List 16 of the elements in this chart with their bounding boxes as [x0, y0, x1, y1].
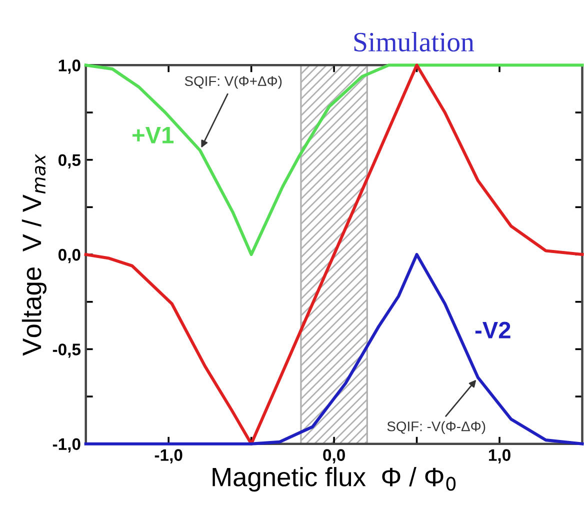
x-tick-label: 0,0	[323, 449, 345, 464]
x-tick-label: -1,0	[154, 449, 182, 464]
chart-title: Simulation	[354, 32, 474, 52]
y-tick-label: 0,0	[58, 248, 80, 264]
y-tick-label: 0,5	[58, 154, 81, 168]
y-tick-label: 1,0	[58, 60, 80, 74]
x-axis-title: Magnetic flux Φ / Φ$_{0}$	[212, 467, 456, 492]
y-tick-label: -1,0	[52, 438, 80, 452]
annotation: SQIF: -V(Φ-ΔΦ)	[387, 421, 486, 434]
line-series	[84, 64, 584, 446]
annotation: SQIF: V(Φ+ΔΦ)	[184, 76, 282, 89]
y-axis-title: Voltage V / V$_{max}$	[22, 154, 47, 356]
series-label: -V2	[475, 322, 510, 338]
series-label: +V1	[132, 126, 174, 144]
y-tick-label: -0,5	[52, 344, 81, 358]
x-tick-label: 1,0	[488, 449, 510, 464]
